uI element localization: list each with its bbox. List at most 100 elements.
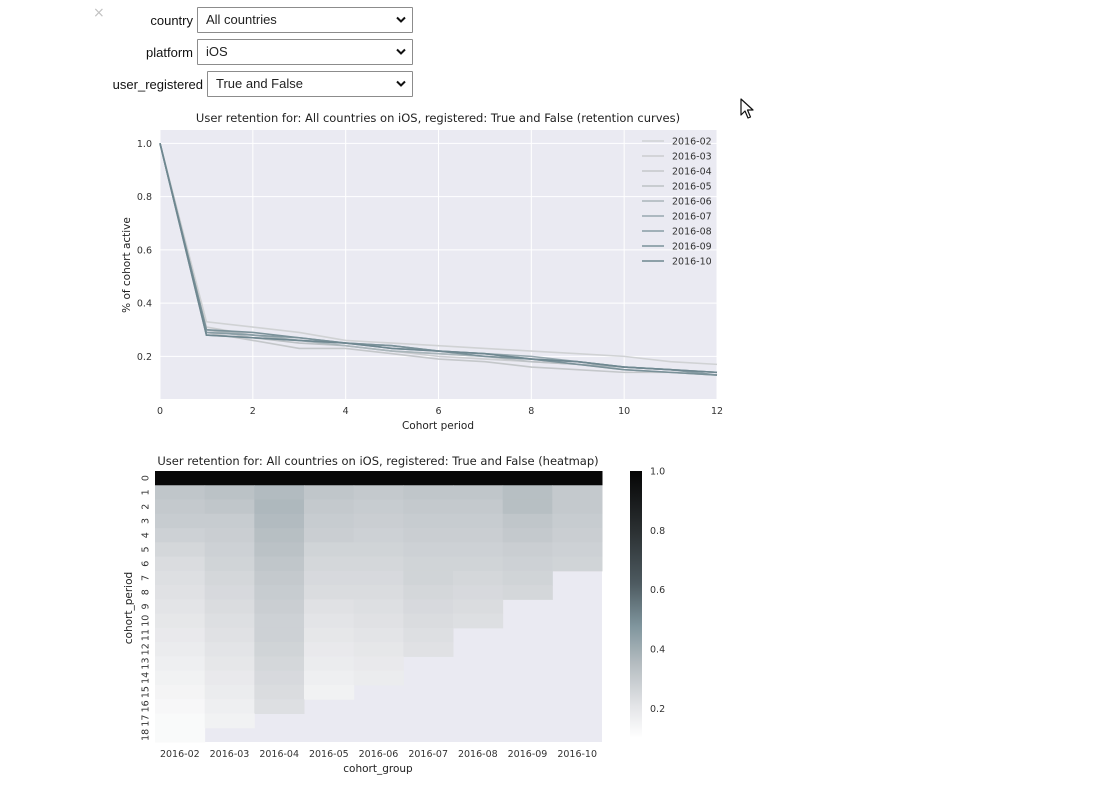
heatmap-cell — [552, 542, 603, 558]
heatmap-ytick-label: 4 — [141, 532, 152, 538]
user-registered-select[interactable]: True and False — [207, 71, 413, 97]
line-chart-title: User retention for: All countries on iOS… — [196, 111, 680, 125]
heatmap-cell — [204, 499, 255, 515]
heatmap-cell — [552, 499, 603, 515]
heatmap-ytick-label: 18 — [141, 729, 152, 741]
heatmap-cell — [155, 613, 206, 629]
legend-label-2016-07: 2016-07 — [672, 212, 712, 223]
line-chart-xtick-label: 2 — [250, 406, 256, 417]
user-registered-label: user_registered — [112, 76, 203, 92]
heatmap-cell — [304, 642, 355, 657]
heatmap-cell — [453, 542, 504, 558]
country-select[interactable]: All countries — [197, 7, 413, 33]
heatmap-ytick-label: 0 — [141, 475, 152, 481]
heatmap-cell — [552, 513, 603, 529]
heatmap-cell — [204, 684, 255, 700]
heatmap-cell — [155, 642, 206, 657]
heatmap-cell — [155, 585, 206, 600]
heatmap-cell — [304, 585, 355, 600]
heatmap-cell — [155, 627, 206, 643]
heatmap-title: User retention for: All countries on iOS… — [157, 454, 598, 468]
heatmap-cell — [353, 513, 404, 529]
heatmap-ytick-label: 17 — [141, 715, 152, 727]
heatmap-cell — [502, 556, 553, 572]
heatmap-cell — [155, 485, 206, 501]
line-chart-xtick-label: 0 — [157, 406, 163, 417]
heatmap-cell — [304, 570, 355, 586]
heatmap-cell — [204, 713, 255, 729]
heatmap-ytick-label: 13 — [141, 658, 152, 670]
heatmap-cell — [403, 528, 454, 543]
heatmap-cell — [453, 613, 504, 629]
country-label: country — [150, 12, 193, 28]
heatmap-ytick-label: 15 — [141, 686, 152, 698]
platform-label: platform — [146, 44, 193, 60]
heatmap-xlabel: cohort_group — [343, 763, 413, 775]
heatmap-cell — [204, 528, 255, 543]
heatmap-cell — [254, 528, 305, 543]
line-chart-ylabel: % of cohort active — [121, 217, 133, 313]
heatmap-cell — [353, 656, 404, 672]
line-chart-xtick-label: 6 — [435, 406, 441, 417]
heatmap-ytick-label: 9 — [141, 603, 152, 609]
series-line-2016-04 — [159, 143, 718, 376]
heatmap-colorbar — [630, 471, 642, 738]
colorbar-tick-label: 0.6 — [650, 585, 665, 596]
heatmap-cell — [453, 528, 504, 543]
heatmap-xtick-label: 2016-09 — [508, 749, 548, 760]
heatmap-cell — [453, 570, 504, 586]
heatmap-cell — [254, 699, 305, 714]
heatmap-cell — [403, 642, 454, 657]
chevron-down-icon — [396, 16, 406, 23]
heatmap-cell — [353, 570, 404, 586]
heatmap-cell — [353, 599, 404, 615]
heatmap-cell — [155, 471, 206, 486]
platform-row: platform iOS — [110, 38, 413, 66]
chevron-down-icon — [396, 80, 406, 87]
heatmap-cell — [155, 670, 206, 686]
line-chart-xtick-label: 12 — [711, 406, 723, 417]
heatmap-cell — [254, 513, 305, 529]
heatmap-ytick-label: 11 — [141, 629, 152, 641]
heatmap-cell — [254, 542, 305, 558]
heatmap-cell — [254, 485, 305, 501]
heatmap-cell — [552, 556, 603, 572]
heatmap-cell — [304, 556, 355, 572]
heatmap-cell — [254, 684, 305, 700]
line-chart-xlabel: Cohort period — [402, 420, 474, 432]
close-widget-button[interactable]: × — [93, 5, 105, 21]
heatmap-cell — [254, 642, 305, 657]
heatmap-ytick-label: 5 — [141, 546, 152, 552]
user-registered-row: user_registered True and False — [110, 70, 413, 98]
heatmap-cell — [204, 656, 255, 672]
line-chart-xtick-label: 10 — [618, 406, 630, 417]
heatmap-cell — [453, 585, 504, 600]
heatmap-cell — [453, 556, 504, 572]
heatmap-xtick-label: 2016-02 — [160, 749, 200, 760]
heatmap-cell — [353, 542, 404, 558]
chevron-down-icon — [396, 48, 406, 55]
heatmap-cell — [403, 613, 454, 629]
heatmap-cell — [403, 471, 454, 486]
platform-select[interactable]: iOS — [197, 39, 413, 65]
country-select-value: All countries — [206, 12, 277, 27]
heatmap-cell — [403, 499, 454, 515]
heatmap-cell — [453, 485, 504, 501]
series-line-2016-02 — [159, 143, 718, 366]
heatmap-cell — [254, 499, 305, 515]
heatmap-cell — [204, 599, 255, 615]
heatmap-xtick-label: 2016-03 — [210, 749, 250, 760]
heatmap-ytick-label: 10 — [141, 615, 152, 627]
heatmap-cell — [304, 670, 355, 686]
heatmap-cell — [204, 513, 255, 529]
heatmap-cell — [155, 542, 206, 558]
heatmap-xtick-label: 2016-04 — [259, 749, 299, 760]
heatmap-ytick-label: 12 — [141, 643, 152, 655]
heatmap-cell — [403, 513, 454, 529]
legend-label-2016-06: 2016-06 — [672, 197, 712, 208]
legend-label-2016-04: 2016-04 — [672, 167, 712, 178]
heatmap-cell — [304, 684, 355, 700]
heatmap-cell — [502, 585, 553, 600]
heatmap-cell — [353, 528, 404, 543]
heatmap-cell — [254, 670, 305, 686]
